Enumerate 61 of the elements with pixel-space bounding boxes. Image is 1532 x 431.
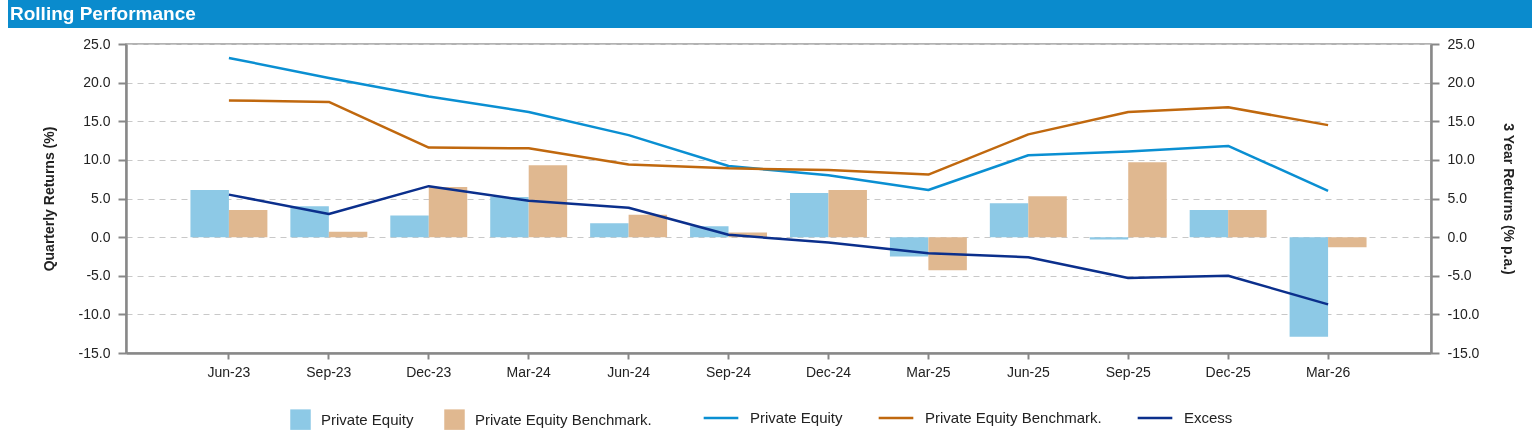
x-tick-label: Dec-24	[805, 363, 852, 380]
y-tick-label: -10.0	[78, 305, 111, 322]
y-tick-label: 10.0	[83, 151, 111, 168]
bar	[228, 210, 268, 238]
line-series	[227, 56, 1330, 193]
legend-label: Excess	[1184, 409, 1233, 426]
bar	[1028, 196, 1067, 238]
legend-label: Private Equity	[321, 410, 415, 428]
y-tick-label: 0.0	[91, 228, 111, 245]
x-tick-label: Sep-23	[306, 363, 352, 380]
x-tick-label: Sep-25	[1105, 363, 1152, 380]
x-tick-label: Jun-25	[1006, 363, 1050, 380]
bar	[1289, 237, 1329, 337]
legend-label: Private Equity Benchmark.	[475, 410, 652, 428]
y2-tick-label: 25.0	[1447, 35, 1475, 52]
bar	[989, 203, 1029, 238]
line-series	[227, 184, 1330, 306]
x-tick-label: Mar-26	[1305, 363, 1351, 380]
y-tick-label: -5.0	[86, 267, 111, 284]
x-tick-label: Dec-25	[1205, 363, 1251, 380]
y-tick-label: -15.0	[78, 344, 111, 361]
y-tick-label: 5.0	[91, 190, 111, 206]
y-tick-label: 15.0	[83, 112, 111, 129]
line-series	[227, 99, 1330, 176]
x-tick-label: Dec-23	[406, 363, 452, 380]
x-tick-label: Jun-24	[607, 363, 651, 380]
bar	[190, 190, 229, 238]
bar	[828, 190, 867, 238]
y2-tick-label: -10.0	[1447, 305, 1480, 322]
bar	[590, 223, 629, 238]
y-axis-title: Quarterly Returns (%)	[40, 126, 57, 272]
bar	[628, 214, 668, 238]
y-tick-label: 25.0	[83, 35, 111, 52]
bar	[1328, 237, 1367, 248]
x-tick-label: Mar-25	[906, 363, 951, 380]
bar	[1128, 162, 1167, 238]
y2-tick-label: 20.0	[1447, 74, 1475, 91]
y2-tick-label: 15.0	[1447, 112, 1475, 129]
y2-tick-label: -5.0	[1447, 267, 1472, 284]
y2-tick-label: 10.0	[1447, 151, 1475, 168]
legend-label: Private Equity	[750, 409, 844, 426]
y2-tick-label: 0.0	[1447, 228, 1468, 245]
x-tick-label: Sep-24	[705, 363, 752, 380]
y2-tick-label: -15.0	[1447, 344, 1480, 361]
bar	[328, 231, 368, 238]
bar	[290, 206, 329, 238]
bar	[1189, 210, 1229, 238]
legend-label: Private Equity Benchmark.	[925, 409, 1102, 426]
x-tick-label: Mar-24	[506, 363, 552, 380]
bar	[928, 237, 967, 271]
bar	[789, 193, 829, 238]
bar	[1228, 210, 1267, 238]
y2-axis-title: 3 Year Returns (% p.a.)	[1501, 123, 1518, 275]
chart-title: Rolling Performance	[10, 3, 196, 25]
bar	[528, 165, 568, 238]
bar	[428, 186, 468, 238]
bar	[490, 196, 529, 238]
x-tick-label: Jun-23	[207, 363, 251, 380]
bar	[390, 215, 429, 238]
y-tick-label: 20.0	[83, 74, 111, 91]
y2-tick-label: 5.0	[1447, 190, 1468, 206]
